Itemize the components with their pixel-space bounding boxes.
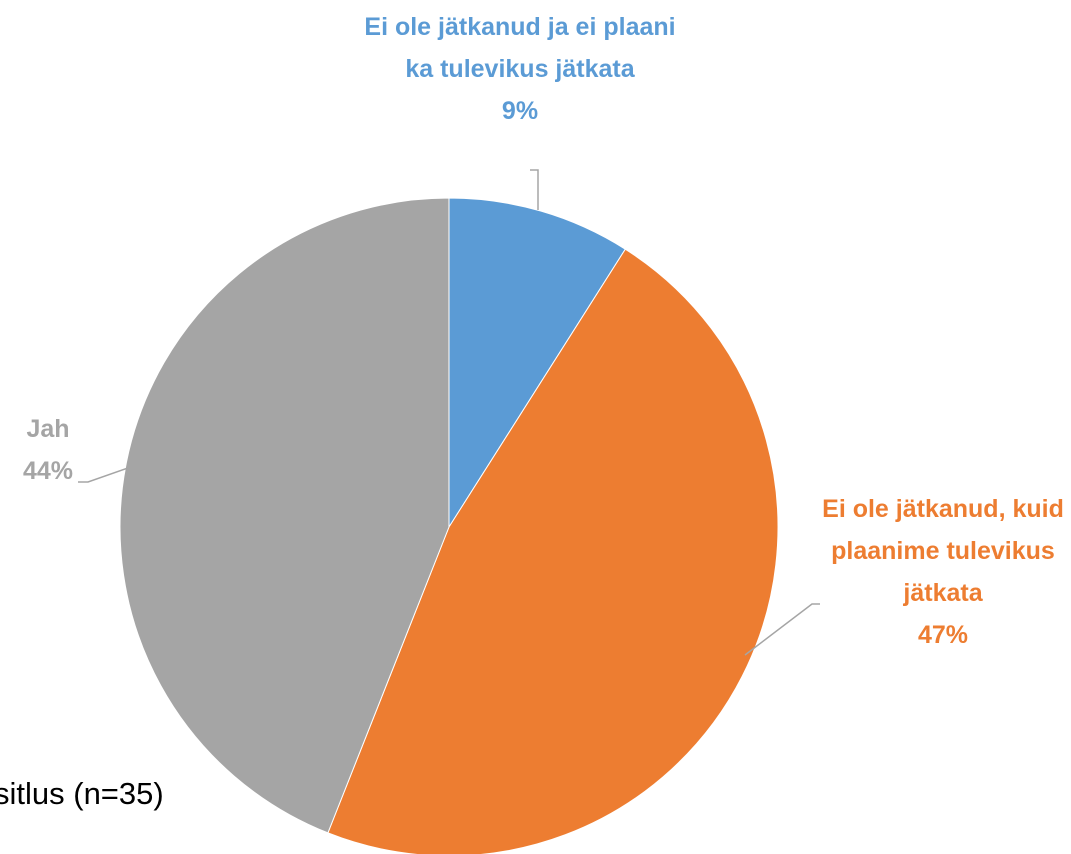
value-label: 9% [501,97,539,125]
pie-slice [119,197,450,834]
pie-slice [327,248,779,854]
annotation: sitlus (n=35) [0,776,164,811]
slices [119,197,779,854]
slice-label: Ei ole jätkanud ja ei plaani ka tuleviku… [360,6,680,132]
leader-line [78,467,129,483]
category-label: Ei ole jätkanud ja ei plaani ka tuleviku… [364,13,676,83]
pie-slice [448,197,626,529]
value-label: 44% [22,457,74,485]
leader-line [744,603,820,656]
category-label: Ei ole jätkanud, kuid plaanime tulevikus… [822,495,1064,607]
slice-label: Ei ole jätkanud, kuid plaanime tulevikus… [815,488,1071,656]
leader-line [530,169,539,210]
value-label: 47% [917,621,969,649]
category-label: Jah [26,415,70,443]
slice-label: Jah 44% [8,408,88,492]
